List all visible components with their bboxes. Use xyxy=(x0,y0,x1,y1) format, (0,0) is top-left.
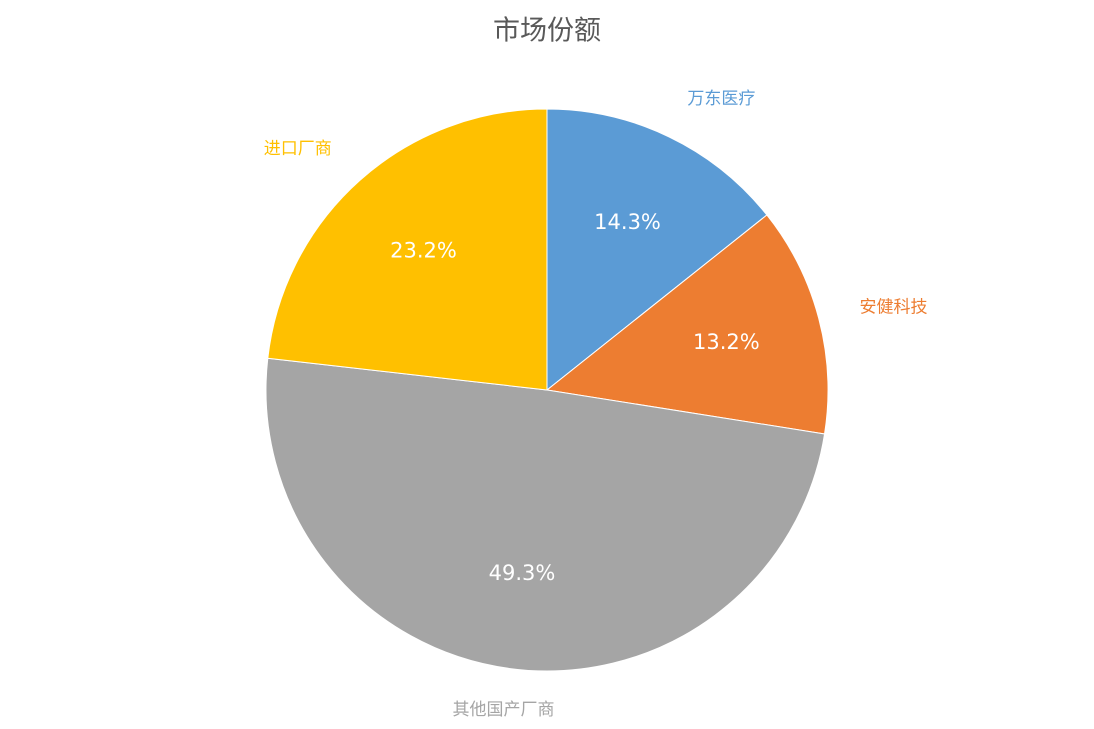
category-label: 安健科技 xyxy=(859,298,927,318)
category-label: 其他国产厂商 xyxy=(452,700,554,720)
category-label: 万东医疗 xyxy=(687,89,755,109)
data-label: 23.2% xyxy=(390,239,457,263)
pie-slice xyxy=(267,108,548,391)
data-label: 13.2% xyxy=(693,330,760,354)
pie-slice xyxy=(545,214,829,435)
pie-slice xyxy=(265,357,826,672)
chart-title: 市场份额 xyxy=(493,16,601,47)
pie-slice xyxy=(546,108,768,392)
data-label: 49.3% xyxy=(489,561,556,585)
category-label: 进口厂商 xyxy=(264,139,332,159)
data-label: 14.3% xyxy=(594,210,661,234)
